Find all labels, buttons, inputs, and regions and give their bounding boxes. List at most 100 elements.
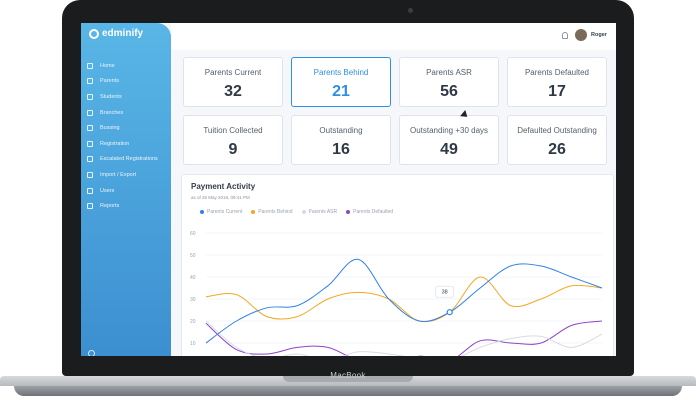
stat-card-value: 32 (224, 83, 242, 100)
branches-icon (87, 109, 93, 116)
legend-label: Parents Defaulted (353, 209, 394, 215)
user-name[interactable]: Roger (591, 32, 607, 38)
series-line-parents-behind[interactable] (205, 276, 603, 323)
stat-card-parents-behind[interactable]: Parents Behind 21 (291, 57, 391, 107)
y-tick-label: 60 (190, 231, 196, 237)
y-tick-label: 50 (190, 253, 196, 259)
home-icon (87, 62, 93, 69)
camera-icon (408, 8, 413, 13)
chart-title: Payment Activity (191, 182, 256, 191)
y-tick-label: 10 (190, 341, 196, 347)
sidebar-item-label: Reports (100, 203, 120, 210)
sidebar-item-students[interactable]: Students (87, 89, 158, 105)
import-export-icon (87, 171, 93, 178)
logo-icon (89, 28, 99, 39)
legend-item[interactable]: Parents Behind (251, 209, 293, 215)
stat-card-label: Defaulted Outstanding (517, 126, 597, 135)
sidebar-item-home[interactable]: Home (87, 58, 158, 74)
legend-dot-icon (200, 210, 204, 214)
laptop-base (0, 376, 696, 400)
users-icon (87, 187, 93, 194)
legend-dot-icon (346, 210, 351, 214)
tooltip-box (435, 285, 455, 298)
stat-card-value: 17 (548, 83, 566, 100)
chart-legend: Parents Current Parents Behind Parents ASR… (200, 209, 393, 215)
stat-card-label: Parents Defaulted (524, 68, 590, 77)
laptop-notch (283, 376, 413, 382)
stat-card-value: 16 (332, 141, 350, 158)
sidebar-item-label: Students (100, 93, 122, 100)
sidebar-item-label: Users (100, 187, 115, 194)
avatar[interactable] (575, 29, 587, 41)
highlight-point[interactable] (446, 309, 453, 316)
registration-icon (87, 140, 93, 147)
sidebar-item-reports[interactable]: Reports (87, 198, 158, 214)
sidebar-item-label: Escalated Registrations (100, 156, 158, 163)
stat-card-value: 49 (440, 141, 458, 158)
legend-dot-icon (251, 210, 256, 214)
reports-icon (87, 203, 93, 210)
students-icon (87, 93, 93, 100)
payment-activity-chart: 60 50 40 30 20 10 38 (190, 231, 603, 356)
series-line-parents-defaulted[interactable] (205, 320, 603, 356)
sidebar-item-bussing[interactable]: Bussing (87, 120, 158, 136)
stat-card-label: Parents Current (204, 68, 262, 77)
stat-card-tuition-collected[interactable]: Tuition Collected 9 (183, 115, 283, 165)
sidebar-item-label: Parents (100, 78, 119, 85)
parents-icon (87, 78, 93, 85)
sidebar: edminify Home Parents Students Branches Buss… (81, 23, 171, 356)
sidebar-item-branches[interactable]: Branches (87, 105, 158, 121)
chart-subtitle: as of 25 May 2018, 09:41 PM (191, 195, 250, 200)
dashboard-main: Parents Current 32 Parents Behind 21 Parents… (171, 50, 616, 356)
laptop-base-bottom (14, 386, 682, 396)
sidebar-item-parents[interactable]: Parents (87, 74, 158, 90)
y-tick-label: 20 (190, 319, 196, 325)
tooltip-value: 38 (442, 290, 448, 296)
stat-card-value: 9 (228, 141, 238, 158)
stat-card-parents-asr[interactable]: Parents ASR 56 (399, 57, 499, 107)
sidebar-item-import-export[interactable]: Import / Export (87, 167, 158, 183)
legend-label: Parents Behind (258, 209, 293, 215)
sidebar-item-registration[interactable]: Registration (87, 136, 158, 152)
stat-card-label: Parents ASR (426, 68, 472, 77)
stat-card-label: Outstanding +30 days (409, 126, 489, 135)
legend-item[interactable]: Parents Current (200, 209, 242, 215)
sidebar-item-label: Registration (100, 140, 130, 147)
escalated-icon (87, 156, 93, 163)
series-line-parents-current[interactable] (205, 258, 603, 344)
sidebar-item-label: Home (100, 62, 115, 69)
sidebar-item-label: Branches (100, 109, 124, 116)
stat-card-outstanding-30-days[interactable]: Outstanding +30 days 49 (399, 115, 499, 165)
stat-card-defaulted-outstanding[interactable]: Defaulted Outstanding 26 (507, 115, 607, 165)
sidebar-item-users[interactable]: Users (87, 183, 158, 199)
stat-card-label: Outstanding (319, 126, 363, 135)
legend-dot-icon (301, 210, 306, 214)
stat-card-label: Tuition Collected (203, 126, 263, 135)
top-bar: Roger (171, 23, 616, 50)
legend-label: Parents Current (207, 209, 243, 215)
app-screen: edminify Home Parents Students Branches Buss… (81, 23, 616, 356)
stat-card-value: 26 (548, 141, 566, 158)
stat-card-outstanding[interactable]: Outstanding 16 (291, 115, 391, 165)
stat-card-parents-defaulted[interactable]: Parents Defaulted 17 (507, 57, 607, 107)
bussing-icon (87, 125, 93, 132)
app-name: edminify (102, 28, 144, 39)
sidebar-item-label: Bussing (100, 125, 120, 132)
stat-card-value: 21 (332, 83, 350, 100)
sidebar-nav: Home Parents Students Branches Bussing Regist… (87, 58, 158, 214)
legend-label: Parents ASR (308, 209, 338, 215)
payment-activity-panel: Payment Activity as of 25 May 2018, 09:4… (181, 174, 614, 356)
sidebar-item-escalated-registrations[interactable]: Escalated Registrations (87, 152, 158, 168)
y-tick-label: 40 (190, 275, 196, 281)
y-tick-label: 30 (190, 297, 196, 303)
series-line-parents-asr[interactable] (205, 320, 603, 356)
stat-card-label: Parents Behind (313, 68, 369, 77)
laptop-brand: MacBook (330, 371, 366, 380)
sidebar-item-label: Import / Export (100, 171, 137, 178)
legend-item[interactable]: Parents ASR (301, 209, 338, 215)
stat-card-parents-current[interactable]: Parents Current 32 (183, 57, 283, 107)
logo[interactable]: edminify (89, 28, 143, 39)
bell-icon[interactable] (562, 32, 568, 39)
legend-item[interactable]: Parents Defaulted (346, 209, 393, 215)
gear-icon[interactable] (88, 350, 95, 356)
